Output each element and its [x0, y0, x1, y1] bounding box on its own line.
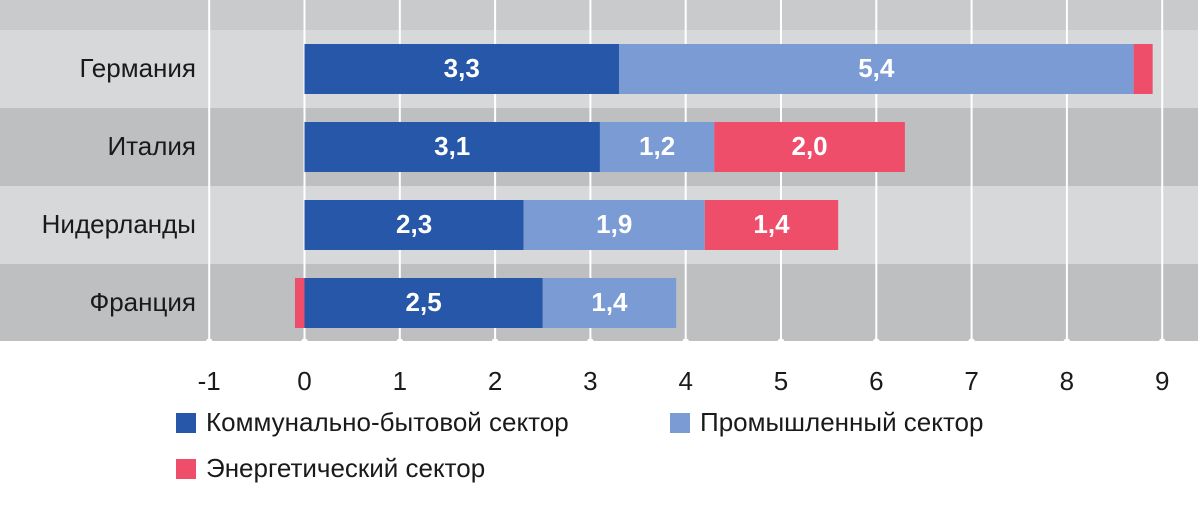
legend-label: Энергетический сектор — [206, 453, 485, 483]
legend: Коммунально-бытовой сектор Промышленный с… — [176, 407, 983, 483]
legend-item: Коммунально-бытовой сектор — [176, 407, 569, 437]
tick-label: 1 — [393, 366, 407, 396]
data-label: 3,3 — [444, 53, 480, 83]
category-label: Германия — [79, 53, 196, 83]
data-labels: 3,3 5,4 3,1 1,2 2,0 2,3 1,9 1,4 2,5 1,4 — [396, 53, 895, 317]
tick-label: -1 — [198, 366, 221, 396]
bar-segment — [304, 122, 600, 172]
legend-label: Коммунально-бытовой сектор — [206, 407, 569, 437]
tick-label: 6 — [869, 366, 883, 396]
bar-segment — [714, 122, 905, 172]
tick-label: 0 — [297, 366, 311, 396]
category-labels: Германия Италия Нидерланды Франция — [42, 53, 196, 317]
data-label: 1,2 — [639, 131, 675, 161]
top-strip — [0, 0, 1198, 30]
tick-label: 7 — [964, 366, 978, 396]
data-label: 1,4 — [753, 209, 790, 239]
tick-label: 4 — [678, 366, 692, 396]
category-label: Италия — [107, 131, 196, 161]
legend-item: Промышленный сектор — [670, 407, 983, 437]
bar-segment — [523, 200, 705, 250]
data-label: 1,4 — [591, 287, 628, 317]
bar-segment — [304, 44, 619, 94]
bar-segment — [542, 278, 677, 328]
tick-label: 8 — [1060, 366, 1074, 396]
tick-label: 5 — [774, 366, 788, 396]
bar-segment — [304, 200, 524, 250]
bar-segment — [599, 122, 715, 172]
tick-label: 2 — [488, 366, 502, 396]
data-label: 2,5 — [406, 287, 442, 317]
bars — [294, 44, 1153, 328]
bar-segment — [1133, 44, 1153, 94]
data-label: 2,3 — [396, 209, 432, 239]
data-label: 2,0 — [792, 131, 828, 161]
legend-swatch — [670, 413, 690, 433]
bar-segment — [294, 278, 305, 328]
data-label: 3,1 — [434, 131, 470, 161]
legend-swatch — [176, 413, 196, 433]
x-axis-tick-labels: -1 0 1 2 3 4 5 6 7 8 9 — [198, 366, 1170, 396]
bar-segment — [618, 44, 1134, 94]
category-label: Франция — [89, 287, 196, 317]
legend-label: Промышленный сектор — [700, 407, 983, 437]
legend-item: Энергетический сектор — [176, 453, 485, 483]
tick-label: 9 — [1155, 366, 1169, 396]
bar-segment — [304, 278, 543, 328]
category-label: Нидерланды — [42, 209, 196, 239]
legend-swatch — [176, 459, 196, 479]
data-label: 1,9 — [596, 209, 632, 239]
bar-segment — [704, 200, 839, 250]
data-label: 5,4 — [858, 53, 895, 83]
tick-label: 3 — [583, 366, 597, 396]
